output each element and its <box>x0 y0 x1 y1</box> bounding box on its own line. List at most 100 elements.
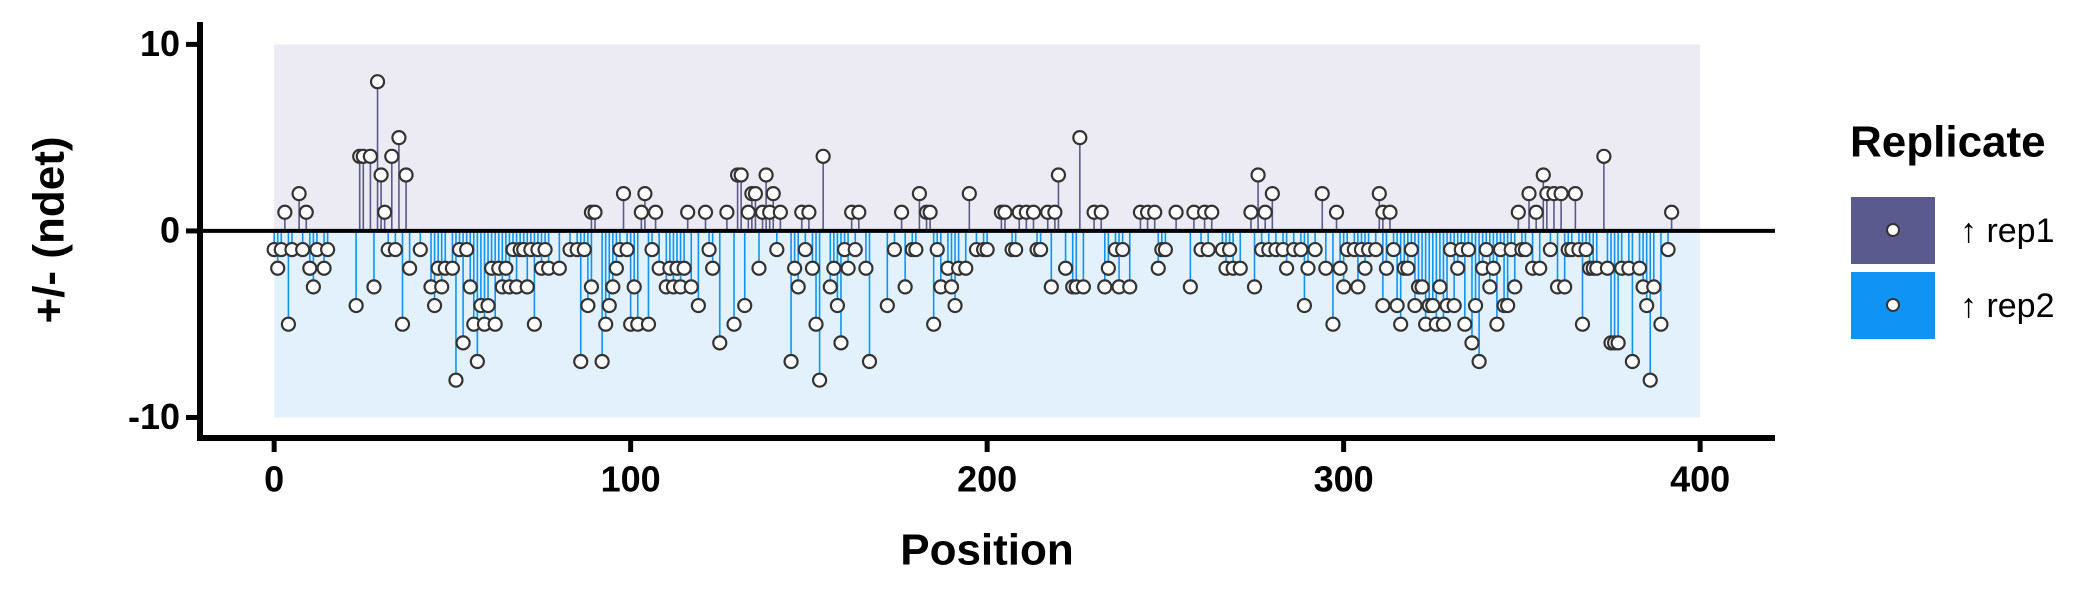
point <box>462 279 478 295</box>
point <box>551 260 567 276</box>
point <box>291 186 307 202</box>
point <box>580 297 596 314</box>
point <box>769 241 785 258</box>
point <box>858 260 874 276</box>
point <box>1122 279 1138 295</box>
point <box>719 204 735 220</box>
point <box>526 316 542 332</box>
point <box>826 260 842 276</box>
point <box>1097 279 1113 295</box>
point <box>908 241 924 258</box>
point <box>537 241 553 258</box>
point <box>1574 316 1591 332</box>
point <box>683 279 699 295</box>
point <box>1482 279 1498 295</box>
point <box>608 260 624 276</box>
point <box>1624 353 1641 370</box>
point <box>362 148 379 164</box>
point <box>298 204 314 220</box>
point <box>1432 279 1448 295</box>
point <box>1182 279 1198 295</box>
x-tick-label: 400 <box>1670 459 1730 500</box>
x-tick-label: 300 <box>1314 459 1374 500</box>
point <box>705 260 721 276</box>
x-tick-label: 0 <box>264 459 284 500</box>
point <box>1610 335 1626 351</box>
point <box>947 297 963 314</box>
dots <box>266 74 1680 388</box>
point <box>790 279 806 295</box>
point <box>1025 204 1042 220</box>
point <box>302 260 318 276</box>
point <box>434 279 450 295</box>
point <box>348 297 364 314</box>
point <box>1250 167 1266 183</box>
point <box>740 204 756 220</box>
point <box>1307 241 1323 258</box>
point <box>615 186 632 202</box>
point <box>1293 241 1309 258</box>
point <box>1478 241 1494 258</box>
point <box>911 186 928 202</box>
point <box>1328 204 1345 220</box>
point <box>1414 279 1430 295</box>
point <box>519 279 535 295</box>
point <box>847 241 863 258</box>
point <box>648 204 664 220</box>
legend-key-dot <box>1886 298 1900 312</box>
y-axis-title: +/- (ndet) <box>25 137 74 324</box>
point <box>1467 297 1484 314</box>
point <box>373 167 389 183</box>
point <box>583 279 600 295</box>
point <box>487 316 503 332</box>
point <box>1631 260 1648 276</box>
point <box>1553 186 1569 202</box>
point <box>1375 297 1391 314</box>
point <box>676 260 692 276</box>
point <box>815 148 831 164</box>
point <box>1664 204 1680 220</box>
point <box>605 279 621 295</box>
point <box>851 204 867 220</box>
point <box>1332 260 1348 276</box>
point <box>1336 279 1352 295</box>
point <box>573 353 589 370</box>
point <box>893 204 910 220</box>
point <box>498 260 514 276</box>
point <box>829 297 846 314</box>
point <box>1457 316 1473 332</box>
point <box>751 260 767 276</box>
point <box>943 279 960 295</box>
point <box>1425 297 1441 314</box>
point <box>1300 260 1316 276</box>
x-axis-title: Position <box>900 526 1074 575</box>
point <box>412 241 428 258</box>
point <box>1510 204 1526 220</box>
point <box>922 204 938 220</box>
point <box>797 241 813 258</box>
point <box>398 167 414 183</box>
point <box>1407 297 1423 314</box>
point <box>598 316 614 332</box>
point <box>1599 260 1616 276</box>
point <box>1535 167 1551 183</box>
point <box>879 297 895 314</box>
point <box>295 241 311 258</box>
point <box>387 241 403 258</box>
point <box>1382 204 1398 220</box>
point <box>1318 260 1334 276</box>
point <box>1403 241 1419 258</box>
point <box>1460 241 1477 258</box>
point <box>369 74 386 90</box>
y-tick-label: 10 <box>140 23 180 64</box>
point <box>1389 297 1405 314</box>
point <box>958 260 974 276</box>
point <box>783 353 799 370</box>
point <box>897 279 913 295</box>
point <box>644 241 660 258</box>
point <box>1033 241 1049 258</box>
point <box>1500 297 1516 314</box>
point <box>1368 241 1384 258</box>
point <box>787 260 803 276</box>
